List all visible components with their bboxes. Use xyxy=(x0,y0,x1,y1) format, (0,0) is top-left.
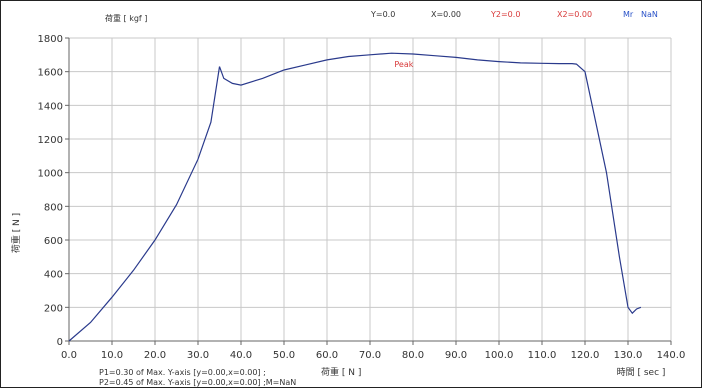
grid xyxy=(69,37,672,341)
y-tick-label: 1000 xyxy=(38,169,63,180)
x-tick-label: 20.0 xyxy=(144,350,166,361)
y-tick-label: 200 xyxy=(44,303,63,314)
axes xyxy=(65,37,672,345)
x-tick-label: 70.0 xyxy=(359,350,381,361)
y-tick-label: 600 xyxy=(44,236,63,247)
x-tick-label: 130.0 xyxy=(614,350,643,361)
mr-value: NaN xyxy=(641,10,658,19)
x-tick-label: 120.0 xyxy=(571,350,600,361)
x-tick-label: 80.0 xyxy=(402,350,424,361)
p2-note: P2=0.45 of Max. Y-axis [y=0.00,x=0.00] ;… xyxy=(99,378,296,387)
x-tick-label: 10.0 xyxy=(101,350,123,361)
peak-annotation: Peak xyxy=(394,60,413,69)
y-tick-label: 400 xyxy=(44,270,63,281)
series xyxy=(68,52,642,342)
x-tick-label: 90.0 xyxy=(445,350,467,361)
x-tick-label: 110.0 xyxy=(528,350,557,361)
y-tick-label: 1200 xyxy=(38,135,63,146)
y-tick-label: 1800 xyxy=(38,34,63,45)
unit-label-top: 荷重 [ kgf ] xyxy=(105,13,147,23)
y2-readout: Y2=0.0 xyxy=(490,10,520,19)
y-tick-label: 1600 xyxy=(38,68,63,79)
x-tick-label: 30.0 xyxy=(187,350,209,361)
mr-label: Mr xyxy=(623,10,634,19)
x-tick-label: 60.0 xyxy=(316,350,338,361)
x-tick-label: 0.0 xyxy=(61,350,77,361)
x2-readout: X2=0.00 xyxy=(557,10,592,19)
x-tick-label: 140.0 xyxy=(657,350,686,361)
series-line xyxy=(68,52,642,342)
p1-note: P1=0.30 of Max. Y-axis [y=0.00,x=0.00] ; xyxy=(99,368,266,377)
y-tick-label: 0 xyxy=(57,337,63,348)
x-tick-label: 100.0 xyxy=(485,350,514,361)
x-tick-label: 50.0 xyxy=(273,350,295,361)
x-readout: X=0.00 xyxy=(431,10,461,19)
x-axis-title: 時間 [ sec ] xyxy=(617,367,666,378)
x-tick-label: 40.0 xyxy=(230,350,252,361)
y-axis-title: 荷重 [ N ] xyxy=(10,213,22,253)
tick-labels: 0 200 400 600 800 1000 1200 1400 1600 1800 0.0 10.0… xyxy=(38,34,686,361)
y-tick-label: 800 xyxy=(44,202,63,213)
annotations: Peak xyxy=(394,60,413,69)
x-bottom-label: 荷重 [ N ] xyxy=(321,366,361,378)
y-tick-label: 1400 xyxy=(38,101,63,112)
y-readout: Y=0.0 xyxy=(370,10,395,19)
